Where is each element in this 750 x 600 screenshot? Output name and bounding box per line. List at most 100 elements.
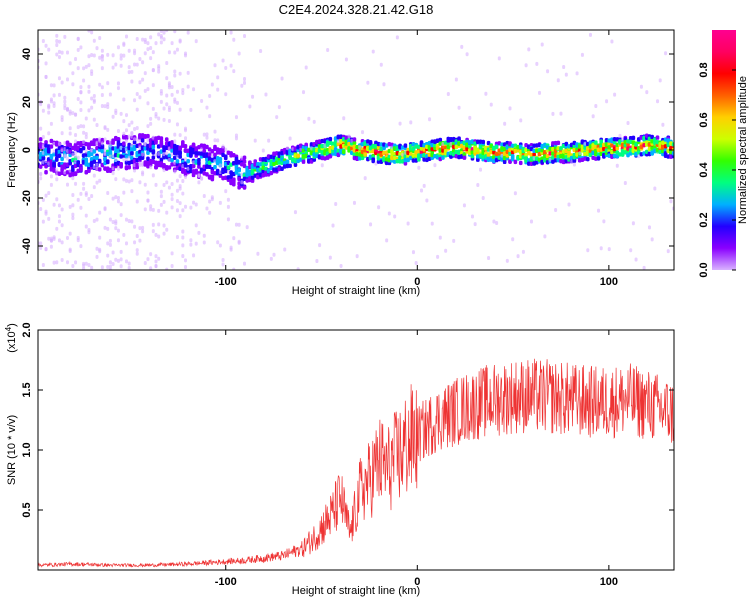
heatmap-cell — [122, 141, 126, 146]
heatmap-cell — [71, 212, 75, 217]
heatmap-cell — [135, 126, 139, 131]
heatmap-cell — [468, 115, 472, 120]
heatmap-cell — [87, 230, 91, 235]
heatmap-cell — [108, 267, 112, 270]
heatmap-cell — [60, 115, 64, 120]
heatmap-cell — [382, 82, 386, 87]
heatmap-cell — [41, 156, 46, 161]
heatmap-cell — [114, 195, 118, 200]
heatmap-cell — [350, 138, 354, 143]
heatmap-cell — [639, 84, 643, 89]
heatmap-cell — [441, 155, 445, 160]
heatmap-cell — [200, 98, 204, 103]
heatmap-cell — [406, 157, 410, 163]
heatmap-cell — [116, 45, 120, 50]
heatmap-cell — [403, 143, 408, 148]
heatmap-cell — [55, 226, 59, 231]
heatmap-cell — [213, 164, 217, 170]
heatmap-cell — [143, 142, 147, 147]
y-tick-label: -40 — [21, 238, 33, 254]
heatmap-cell — [170, 251, 174, 256]
heatmap-cell — [253, 138, 257, 143]
heatmap-cell — [146, 198, 150, 203]
heatmap-cell — [205, 105, 209, 110]
heatmap-cell — [100, 54, 104, 59]
heatmap-cell — [535, 61, 539, 66]
heatmap-cell — [170, 152, 174, 157]
heatmap-cell — [106, 52, 110, 57]
heatmap-cell — [218, 156, 223, 162]
heatmap-cell — [243, 33, 247, 38]
heatmap-cell — [127, 265, 131, 270]
heatmap-cell — [411, 146, 416, 152]
heatmap-cell — [387, 211, 391, 216]
heatmap-cell — [49, 83, 53, 88]
heatmap-cell — [567, 150, 571, 156]
heatmap-cell — [467, 144, 472, 149]
heatmap-cell — [585, 156, 590, 162]
heatmap-cell — [205, 172, 209, 177]
heatmap-cell — [103, 147, 107, 152]
heatmap-cell — [162, 182, 166, 187]
heatmap-cell — [49, 182, 53, 187]
heatmap-cell — [366, 80, 370, 85]
heatmap-cell — [256, 162, 260, 167]
heatmap-cell — [385, 238, 389, 243]
snr-y-multiplier: (x104) — [4, 323, 18, 353]
heatmap-cell — [39, 241, 43, 246]
heatmap-cell — [202, 240, 206, 245]
heatmap-cell — [459, 143, 464, 149]
spectrogram-x-ticks: -100 0 100 — [215, 30, 618, 288]
heatmap-cell — [68, 161, 72, 166]
heatmap-cell — [607, 247, 611, 252]
heatmap-cell — [143, 182, 147, 187]
heatmap-cell — [130, 79, 134, 84]
heatmap-cell — [82, 181, 86, 186]
heatmap-cell — [237, 240, 241, 245]
heatmap-cell — [518, 144, 523, 150]
spectrogram-x-axis-title: Height of straight line (km) — [292, 285, 420, 297]
heatmap-cell — [111, 196, 115, 201]
heatmap-cell — [159, 30, 163, 34]
heatmap-cell — [473, 222, 477, 227]
heatmap-cell — [162, 223, 166, 228]
heatmap-cell — [540, 42, 544, 47]
heatmap-cell — [71, 82, 75, 87]
heatmap-cell — [52, 93, 56, 98]
heatmap-cell — [138, 95, 142, 100]
heatmap-cell — [304, 142, 308, 147]
heatmap-cell — [417, 165, 421, 170]
heatmap-cell — [341, 149, 346, 154]
heatmap-cell — [237, 222, 241, 227]
heatmap-cell — [470, 214, 474, 219]
heatmap-cell — [44, 74, 48, 79]
heatmap-cell — [106, 105, 110, 110]
heatmap-cell — [130, 143, 134, 148]
heatmap-cell — [543, 234, 547, 239]
heatmap-cell — [125, 128, 129, 133]
heatmap-cell — [82, 124, 86, 129]
heatmap-cell — [135, 37, 139, 42]
heatmap-cell — [218, 243, 222, 248]
heatmap-cell — [312, 157, 317, 162]
heatmap-cell — [125, 113, 129, 118]
heatmap-cell — [100, 66, 104, 71]
heatmap-cell — [127, 48, 131, 53]
heatmap-cell — [143, 207, 147, 212]
heatmap-cell — [374, 161, 378, 166]
heatmap-cell — [95, 166, 99, 171]
heatmap-cell — [47, 131, 51, 136]
heatmap-cell — [124, 165, 129, 170]
heatmap-cell — [288, 163, 292, 169]
heatmap-cell — [47, 47, 51, 52]
heatmap-cell — [119, 202, 123, 207]
y-tick-label: 1.5 — [21, 382, 33, 397]
heatmap-cell — [208, 210, 212, 215]
heatmap-cell — [612, 136, 617, 142]
heatmap-cell — [167, 83, 171, 88]
heatmap-cell — [149, 116, 153, 121]
heatmap-cell — [390, 145, 394, 150]
heatmap-cell — [98, 178, 102, 183]
heatmap-cell — [154, 153, 158, 158]
heatmap-cell — [105, 159, 110, 165]
